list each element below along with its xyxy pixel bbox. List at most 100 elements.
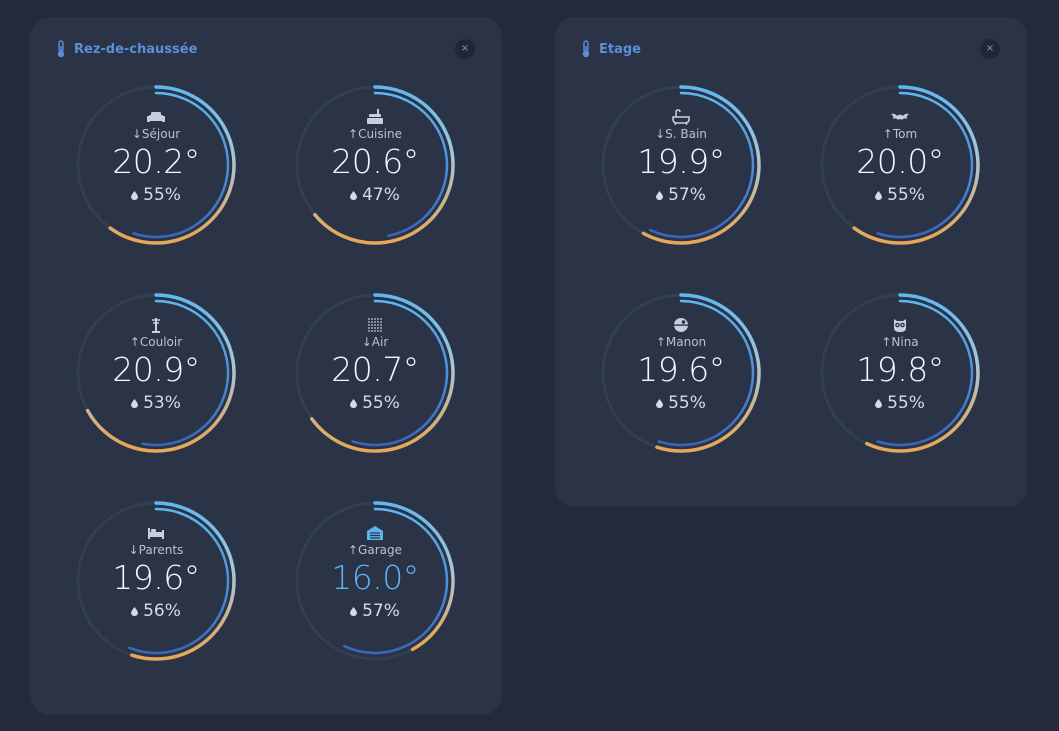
humidity-arc	[373, 91, 449, 237]
gauge-content: ↓Parents 19.6° 56%	[74, 499, 238, 663]
temperature-value: 20.6°	[331, 142, 419, 181]
temperature-value: 19.6°	[637, 350, 725, 389]
humidity-arc	[128, 507, 230, 655]
panel-header: Etage	[581, 39, 641, 59]
room-gauge[interactable]: ↓Parents 19.6° 56%	[74, 499, 238, 663]
panel-etage: Etage × ↓S. Bain 19.9° 57% ↑Tom 20.0° 55%	[555, 17, 1027, 507]
temperature-arc	[865, 293, 980, 453]
humidity-value: 57%	[668, 185, 706, 205]
close-button[interactable]: ×	[455, 39, 475, 59]
humidity-arc	[351, 299, 449, 447]
droplet-icon	[875, 399, 883, 408]
gauge-ring	[601, 293, 761, 453]
gauge-ring	[295, 501, 455, 661]
gauge-content: ↓S. Bain 19.9° 57%	[599, 83, 763, 247]
panel-header: Rez-de-chaussée	[56, 39, 197, 59]
temperature-arc	[641, 85, 761, 245]
room-label: ↑Nina	[881, 335, 919, 349]
temperature-value: 20.2°	[112, 142, 200, 181]
droplet-icon	[131, 399, 139, 408]
humidity-value: 55%	[668, 393, 706, 413]
room-gauge[interactable]: ↑Nina 19.8° 55%	[818, 291, 982, 455]
gauge-content: ↑Nina 19.8° 55%	[818, 291, 982, 455]
gauge-ring	[76, 293, 236, 453]
panel-title: Etage	[599, 41, 641, 57]
humidity-row: 55%	[818, 185, 982, 205]
gauge-content: ↓Séjour 20.2° 55%	[74, 83, 238, 247]
humidity-arc	[343, 507, 449, 655]
humidity-arc	[657, 299, 755, 447]
humidity-arc	[141, 299, 230, 447]
temperature-value: 20.7°	[331, 350, 419, 389]
humidity-row: 55%	[293, 393, 457, 413]
bat-icon	[891, 113, 909, 120]
droplet-icon	[350, 191, 358, 200]
humidity-value: 55%	[362, 393, 400, 413]
grid-dots-icon	[368, 318, 382, 332]
close-button[interactable]: ×	[980, 39, 1000, 59]
gauge-ring	[295, 85, 455, 245]
humidity-row: 55%	[74, 185, 238, 205]
temperature-value: 20.0°	[856, 142, 944, 181]
humidity-arc	[876, 91, 974, 239]
sofa-icon	[147, 112, 165, 122]
death-star-icon	[674, 318, 688, 332]
droplet-icon	[875, 191, 883, 200]
garage-icon	[367, 526, 383, 540]
room-gauge[interactable]: ↑Manon 19.6° 55%	[599, 291, 763, 455]
room-label: ↓Air	[361, 335, 389, 349]
thermometer-icon	[57, 40, 65, 58]
temperature-arc	[373, 501, 455, 652]
droplet-icon	[131, 191, 139, 200]
temperature-arc	[655, 293, 761, 453]
room-gauge[interactable]: ↓S. Bain 19.9° 57%	[599, 83, 763, 247]
kitchen-icon	[367, 109, 383, 124]
thermometer-icon	[582, 40, 590, 58]
room-gauge[interactable]: ↑Cuisine 20.6° 47%	[293, 83, 457, 247]
temperature-arc	[108, 85, 236, 245]
room-label: ↑Garage	[348, 543, 402, 557]
panel-title: Rez-de-chaussée	[74, 41, 198, 57]
droplet-icon	[350, 399, 358, 408]
gauge-content: ↑Couloir 20.9° 53%	[74, 291, 238, 455]
humidity-row: 53%	[74, 393, 238, 413]
droplet-icon	[350, 607, 358, 616]
bed-icon	[148, 528, 164, 539]
room-label: ↓Séjour	[131, 127, 181, 141]
temperature-arc	[852, 85, 980, 245]
droplet-icon	[656, 191, 664, 200]
gauge-content: ↑Cuisine 20.6° 47%	[293, 83, 457, 247]
gauge-ring	[76, 85, 236, 245]
room-label: ↓S. Bain	[655, 127, 707, 141]
gauge-ring	[820, 293, 980, 453]
room-gauge[interactable]: ↓Séjour 20.2° 55%	[74, 83, 238, 247]
room-label: ↑Cuisine	[348, 127, 402, 141]
room-gauge[interactable]: ↑Couloir 20.9° 53%	[74, 291, 238, 455]
gauge-content: ↑Tom 20.0° 55%	[818, 83, 982, 247]
temperature-value: 19.6°	[112, 558, 200, 597]
humidity-value: 55%	[887, 393, 925, 413]
humidity-row: 55%	[599, 393, 763, 413]
humidity-arc	[876, 299, 974, 447]
bathtub-icon	[672, 109, 690, 125]
humidity-row: 57%	[293, 601, 457, 621]
temperature-arc	[310, 293, 455, 453]
panel-rez-de-chaussee: Rez-de-chaussée × ↓Séjour 20.2° 55% ↑Cuisi…	[30, 17, 502, 715]
room-gauge[interactable]: ↑Tom 20.0° 55%	[818, 83, 982, 247]
gauge-content: ↓Air 20.7° 55%	[293, 291, 457, 455]
humidity-value: 57%	[362, 601, 400, 621]
coat-rack-icon	[152, 318, 160, 333]
humidity-row: 47%	[293, 185, 457, 205]
gauge-ring	[601, 85, 761, 245]
temperature-arc	[130, 501, 236, 661]
droplet-icon	[656, 399, 664, 408]
droplet-icon	[131, 607, 139, 616]
humidity-value: 55%	[143, 185, 181, 205]
temperature-value: 16.0°	[331, 558, 419, 597]
room-gauge[interactable]: ↑Garage 16.0° 57%	[293, 499, 457, 663]
room-gauge[interactable]: ↓Air 20.7° 55%	[293, 291, 457, 455]
gauge-ring	[76, 501, 236, 661]
humidity-row: 57%	[599, 185, 763, 205]
humidity-row: 56%	[74, 601, 238, 621]
room-label: ↑Manon	[655, 335, 707, 349]
